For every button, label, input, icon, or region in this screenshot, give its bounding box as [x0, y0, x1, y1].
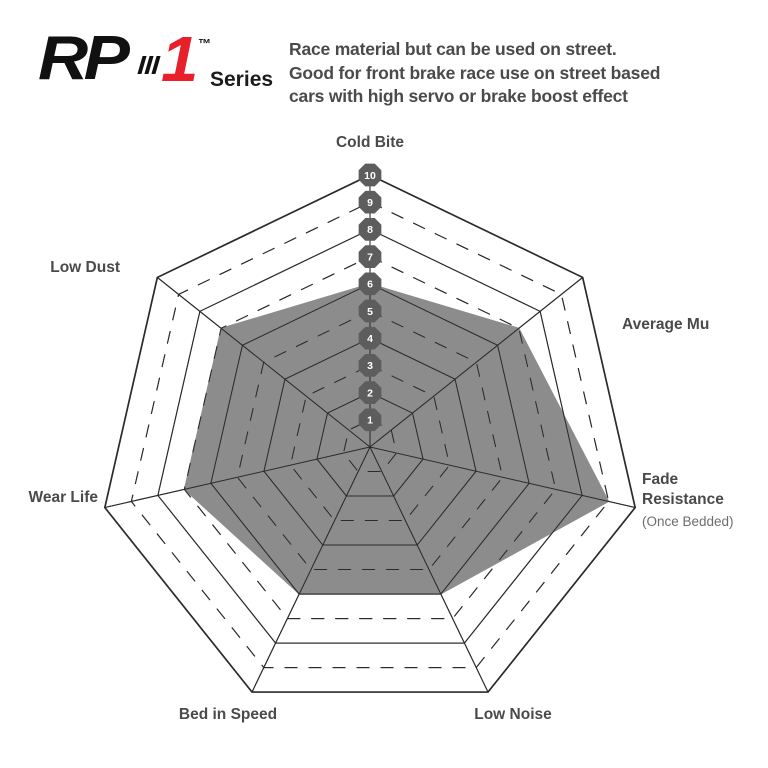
- tick-badge-icon: [358, 245, 382, 268]
- radar-tick-2: 2: [358, 381, 382, 404]
- radar-tick-9: 9: [358, 190, 382, 214]
- tick-label: 8: [367, 224, 373, 236]
- tick-label: 2: [367, 387, 373, 399]
- tick-label: 9: [367, 197, 373, 209]
- radar-tick-7: 7: [358, 245, 382, 268]
- radar-spoke-overlay-6: [157, 276, 371, 448]
- radar-ring-overlay-9: [130, 201, 610, 669]
- axis-label-bed-in-speed: Bed in Speed: [179, 706, 277, 723]
- radar-tick-4: 4: [358, 326, 382, 350]
- logo-one-text: 1: [161, 23, 199, 95]
- radar-ring-10: [103, 174, 637, 693]
- radar-tick-8: 8: [358, 218, 382, 241]
- tick-label: 3: [367, 360, 373, 372]
- radar-tick-6: 6: [358, 272, 382, 296]
- tick-label: 6: [367, 279, 373, 291]
- axis-label-fade-resistance: Fade Resistance: [642, 471, 724, 508]
- radar-spoke-overlay-4: [251, 446, 371, 693]
- axis-label-low-noise: Low Noise: [474, 706, 552, 723]
- tick-badge-icon: [358, 354, 382, 377]
- radar-ring-overlay-1: [342, 419, 398, 473]
- tick-badge-icon: [358, 326, 382, 350]
- radar-ring-overlay-3: [289, 364, 451, 522]
- logo-rp-text: RP: [38, 24, 130, 93]
- tick-label: 4: [367, 333, 373, 345]
- axis-label-group-1: Average Mu: [622, 316, 709, 333]
- radar-ring-overlay-2: [316, 392, 424, 497]
- tick-badge-icon: [358, 163, 382, 187]
- radar-axis-labels: Cold Bite Average Mu Fade Resistance (Once B…: [29, 134, 734, 723]
- radar-tick-1: 1: [358, 408, 382, 432]
- tick-label: 5: [367, 306, 373, 318]
- tick-badge-icon: [358, 381, 382, 404]
- axis-label-wear-life: Wear Life: [29, 489, 99, 506]
- radar-data-area: [183, 283, 610, 595]
- radar-spoke-overlay-5: [104, 446, 371, 509]
- radar-tick-5: 5: [358, 299, 382, 323]
- radar-spoke-overlay-2: [369, 446, 636, 509]
- radar-tick-10: 10: [358, 163, 382, 187]
- radar-ring-overlay-6: [210, 283, 530, 595]
- description-line-1: Race material but can be used on street.: [289, 39, 617, 59]
- axis-label-group-6: Low Dust: [50, 259, 120, 276]
- radar-scale-ticks: 1 2 3 4 5 6 7 8 9 10: [358, 163, 382, 432]
- axis-label-group-2: Fade Resistance (Once Bedded): [642, 471, 734, 529]
- radar-ring-overlay-7: [183, 256, 557, 620]
- logo-series-text: Series: [210, 68, 274, 91]
- tick-badge-icon: [358, 218, 382, 241]
- axis-label-cold-bite: Cold Bite: [336, 134, 404, 151]
- radar-spoke-overlay-3: [369, 446, 489, 693]
- product-description: Race material but can be used on street.…: [289, 38, 709, 109]
- tick-label: 10: [364, 170, 376, 182]
- axis-label-low-dust: Low Dust: [50, 259, 120, 276]
- radar-ring-overlay-8: [157, 228, 583, 644]
- axis-label-group-5: Wear Life: [29, 489, 99, 506]
- tick-badge-icon: [358, 408, 382, 432]
- trademark-symbol: ™: [198, 36, 211, 51]
- tick-label: 7: [367, 251, 373, 263]
- axis-label-group-4: Bed in Speed: [179, 706, 277, 723]
- radar-spoke-overlay-1: [369, 276, 583, 448]
- radar-series-polygon: [183, 283, 610, 595]
- description-line-3: cars with high servo or brake boost effe…: [289, 86, 628, 106]
- tick-badge-icon: [358, 299, 382, 323]
- tick-badge-icon: [358, 272, 382, 296]
- axis-label-average-mu: Average Mu: [622, 316, 709, 333]
- tick-badge-icon: [358, 190, 382, 214]
- radar-ring-overlay-4: [263, 337, 477, 546]
- radar-ring-overlay-5: [236, 310, 504, 571]
- radar-tick-3: 3: [358, 354, 382, 377]
- axis-label-group-0: Cold Bite: [336, 134, 404, 151]
- axis-label-group-3: Low Noise: [474, 706, 552, 723]
- brand-logo: RP 1 ™ Series: [38, 23, 288, 100]
- description-line-2: Good for front brake race use on street …: [289, 62, 661, 83]
- tick-label: 1: [367, 415, 373, 427]
- header-banner: RP 1 ™ Series Race material but can be u…: [0, 0, 768, 120]
- axis-sublabel-fade-resistance: (Once Bedded): [642, 514, 734, 529]
